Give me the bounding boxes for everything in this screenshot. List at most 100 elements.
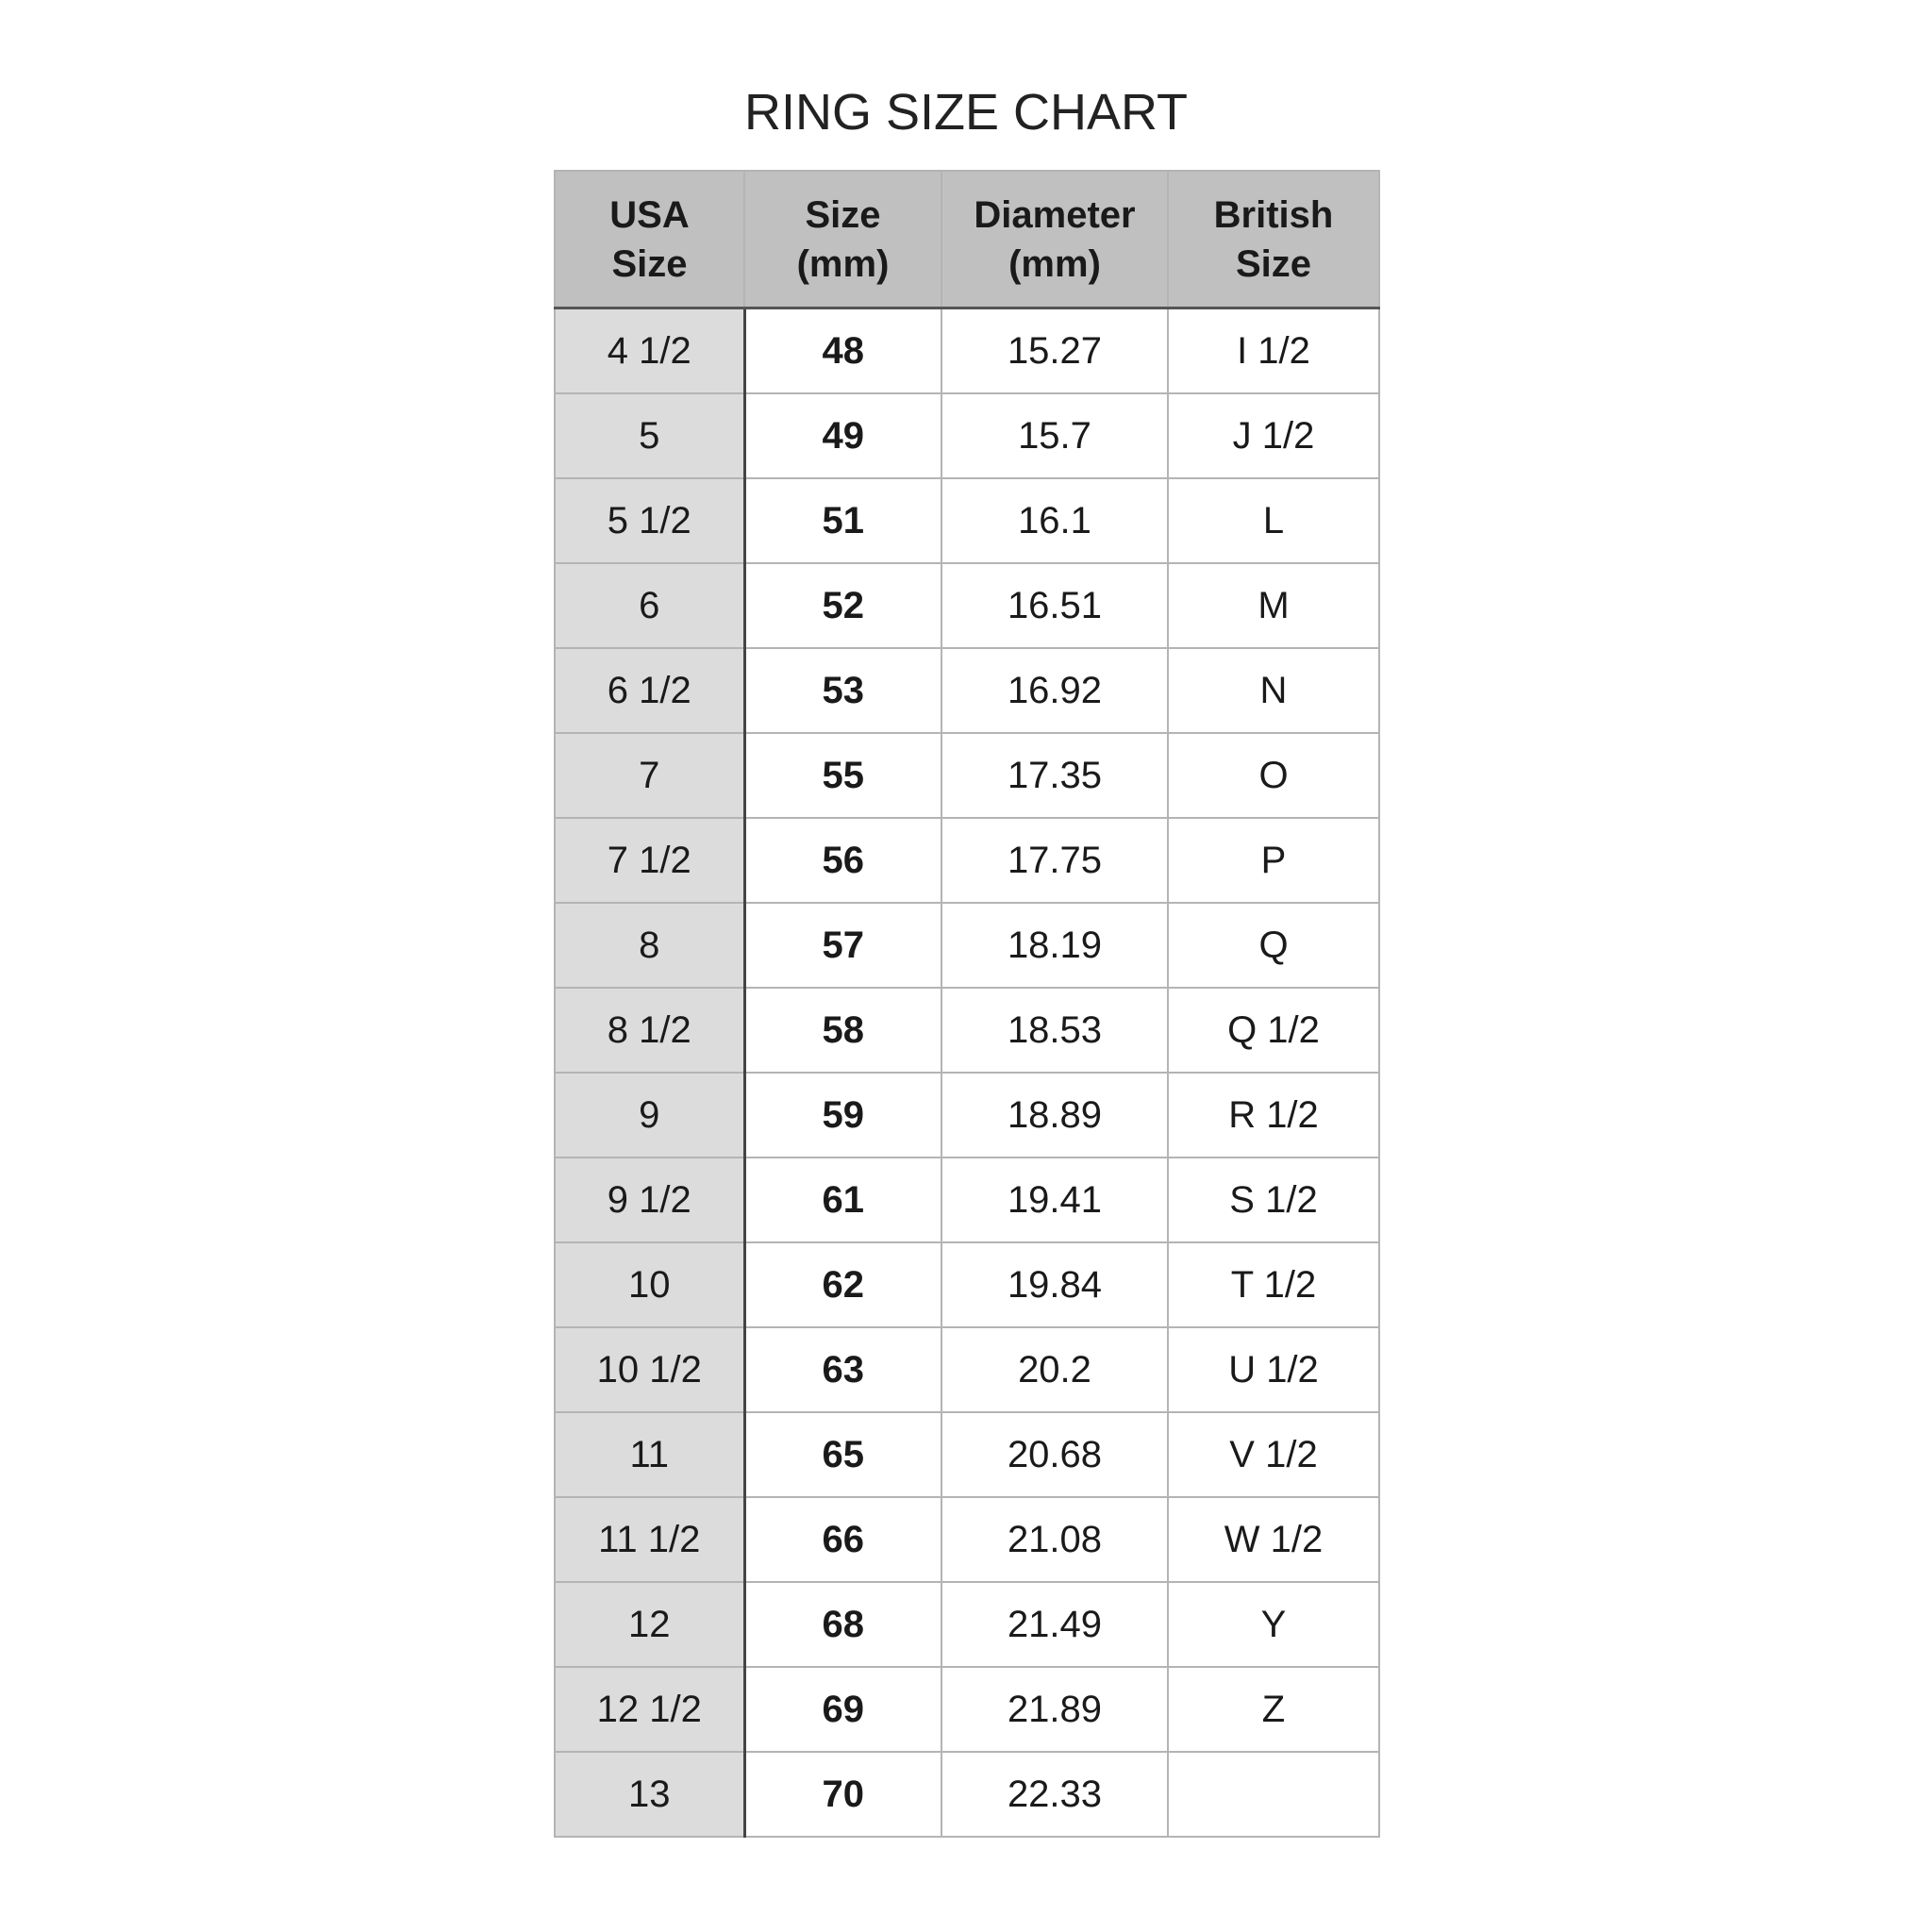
cell-diameter-mm: 20.2 (941, 1326, 1169, 1413)
table-row: 6 1/2 53 16.92 N (554, 647, 1380, 734)
table-row: 4 1/2 48 15.27 I 1/2 (554, 307, 1380, 394)
cell-usa-size: 9 1/2 (554, 1157, 746, 1243)
cell-usa-size: 6 1/2 (554, 647, 746, 734)
cell-diameter-mm: 15.7 (941, 392, 1169, 479)
cell-size-mm: 53 (743, 647, 942, 734)
cell-usa-size: 9 (554, 1072, 746, 1158)
cell-british-size: Q 1/2 (1167, 987, 1380, 1074)
cell-size-mm: 48 (743, 307, 942, 394)
cell-usa-size: 10 (554, 1241, 746, 1328)
cell-diameter-mm: 19.41 (941, 1157, 1169, 1243)
cell-size-mm: 49 (743, 392, 942, 479)
cell-diameter-mm: 21.08 (941, 1496, 1169, 1583)
cell-size-mm: 65 (743, 1411, 942, 1498)
cell-usa-size: 8 (554, 902, 746, 989)
cell-usa-size: 4 1/2 (554, 307, 746, 394)
table-row: 13 70 22.33 (554, 1751, 1380, 1838)
header-line: Size (1235, 242, 1312, 285)
table-row: 9 1/2 61 19.41 S 1/2 (554, 1157, 1380, 1243)
table-row: 8 1/2 58 18.53 Q 1/2 (554, 987, 1380, 1074)
cell-diameter-mm: 18.53 (941, 987, 1169, 1074)
cell-british-size: Z (1167, 1666, 1380, 1753)
column-header-usa-size: USA Size (554, 170, 745, 309)
table-row: 7 1/2 56 17.75 P (554, 817, 1380, 904)
cell-size-mm: 56 (743, 817, 942, 904)
cell-usa-size: 11 1/2 (554, 1496, 746, 1583)
cell-size-mm: 51 (743, 477, 942, 564)
page-title: RING SIZE CHART (743, 84, 1189, 141)
cell-diameter-mm: 19.84 (941, 1241, 1169, 1328)
cell-size-mm: 55 (743, 732, 942, 819)
table-row: 8 57 18.19 Q (554, 902, 1380, 989)
cell-british-size: Y (1167, 1581, 1380, 1668)
cell-size-mm: 52 (743, 562, 942, 649)
cell-usa-size: 10 1/2 (554, 1326, 746, 1413)
cell-british-size: J 1/2 (1167, 392, 1380, 479)
cell-british-size: U 1/2 (1167, 1326, 1380, 1413)
cell-british-size: S 1/2 (1167, 1157, 1380, 1243)
cell-diameter-mm: 17.75 (941, 817, 1169, 904)
header-line: British (1213, 193, 1334, 236)
cell-diameter-mm: 15.27 (941, 307, 1169, 394)
cell-size-mm: 59 (743, 1072, 942, 1158)
cell-diameter-mm: 21.89 (941, 1666, 1169, 1753)
cell-diameter-mm: 16.51 (941, 562, 1169, 649)
cell-british-size: Q (1167, 902, 1380, 989)
header-line: Diameter (974, 193, 1136, 236)
cell-size-mm: 63 (743, 1326, 942, 1413)
header-line: Size (805, 193, 881, 236)
cell-british-size (1167, 1751, 1380, 1838)
cell-size-mm: 69 (743, 1666, 942, 1753)
cell-british-size: M (1167, 562, 1380, 649)
header-line: (mm) (796, 242, 890, 285)
cell-size-mm: 66 (743, 1496, 942, 1583)
cell-size-mm: 58 (743, 987, 942, 1074)
cell-british-size: V 1/2 (1167, 1411, 1380, 1498)
cell-british-size: R 1/2 (1167, 1072, 1380, 1158)
table-row: 6 52 16.51 M (554, 562, 1380, 649)
cell-usa-size: 6 (554, 562, 746, 649)
table-row: 12 68 21.49 Y (554, 1581, 1380, 1668)
column-header-british-size: British Size (1167, 170, 1380, 309)
column-header-diameter-mm: Diameter (mm) (941, 170, 1169, 309)
cell-diameter-mm: 20.68 (941, 1411, 1169, 1498)
header-line: (mm) (1008, 242, 1101, 285)
cell-british-size: O (1167, 732, 1380, 819)
table-row: 10 62 19.84 T 1/2 (554, 1241, 1380, 1328)
cell-british-size: P (1167, 817, 1380, 904)
table-row: 5 1/2 51 16.1 L (554, 477, 1380, 564)
cell-diameter-mm: 18.19 (941, 902, 1169, 989)
cell-usa-size: 5 1/2 (554, 477, 746, 564)
header-row: USA Size Size (mm) Diameter (mm) British Size (554, 170, 1380, 309)
cell-diameter-mm: 21.49 (941, 1581, 1169, 1668)
cell-usa-size: 11 (554, 1411, 746, 1498)
table-row: 11 1/2 66 21.08 W 1/2 (554, 1496, 1380, 1583)
cell-british-size: T 1/2 (1167, 1241, 1380, 1328)
cell-usa-size: 12 (554, 1581, 746, 1668)
cell-diameter-mm: 22.33 (941, 1751, 1169, 1838)
cell-size-mm: 57 (743, 902, 942, 989)
ring-size-table: USA Size Size (mm) Diameter (mm) British Size 4… (554, 170, 1380, 1838)
table-row: 12 1/2 69 21.89 Z (554, 1666, 1380, 1753)
cell-diameter-mm: 16.1 (941, 477, 1169, 564)
cell-british-size: L (1167, 477, 1380, 564)
cell-british-size: N (1167, 647, 1380, 734)
cell-british-size: I 1/2 (1167, 307, 1380, 394)
column-header-size-mm: Size (mm) (743, 170, 942, 309)
cell-diameter-mm: 16.92 (941, 647, 1169, 734)
cell-usa-size: 13 (554, 1751, 746, 1838)
cell-usa-size: 7 (554, 732, 746, 819)
cell-size-mm: 68 (743, 1581, 942, 1668)
cell-usa-size: 7 1/2 (554, 817, 746, 904)
table-row: 5 49 15.7 J 1/2 (554, 392, 1380, 479)
cell-diameter-mm: 17.35 (941, 732, 1169, 819)
cell-size-mm: 62 (743, 1241, 942, 1328)
table-row: 9 59 18.89 R 1/2 (554, 1072, 1380, 1158)
table-row: 7 55 17.35 O (554, 732, 1380, 819)
table-row: 11 65 20.68 V 1/2 (554, 1411, 1380, 1498)
header-line: USA (609, 193, 690, 236)
cell-diameter-mm: 18.89 (941, 1072, 1169, 1158)
cell-usa-size: 8 1/2 (554, 987, 746, 1074)
cell-usa-size: 12 1/2 (554, 1666, 746, 1753)
cell-size-mm: 61 (743, 1157, 942, 1243)
